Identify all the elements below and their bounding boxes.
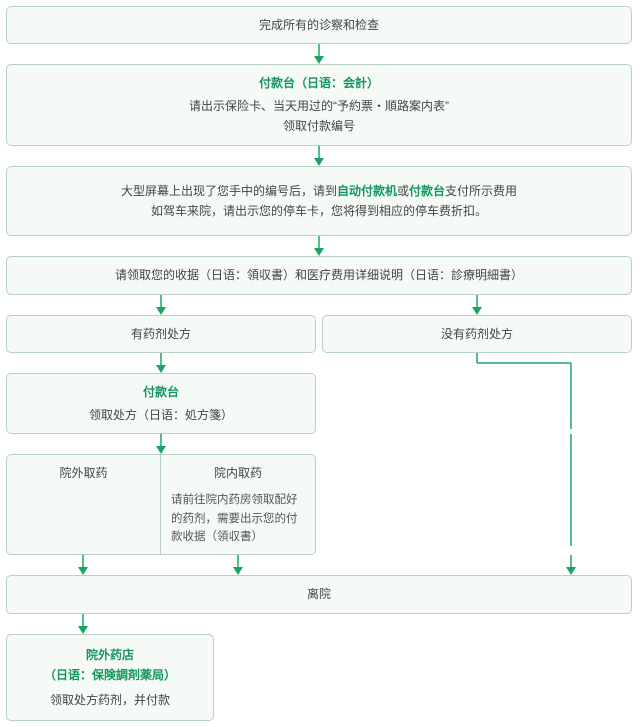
bypass-seg-2 bbox=[316, 454, 632, 546]
node-complete-exams: 完成所有的诊察和检查 bbox=[6, 6, 632, 44]
arrow-1-2 bbox=[6, 44, 632, 64]
node-pay-instruction: 大型屏幕上出现了您手中的编号后，请到自动付款机或付款台支付所示费用 如驾车来院，… bbox=[6, 166, 632, 237]
node-collect-receipt: 请领取您的收据（日语：領収書）和医疗费用详细说明（日语：診療明細書） bbox=[6, 256, 632, 294]
arrow-9-10 bbox=[6, 614, 632, 634]
line1: 领取处方药剂，并付款 bbox=[13, 690, 207, 710]
title: 付款台（日语：会計） bbox=[13, 73, 625, 93]
arrow-8-9 bbox=[6, 555, 632, 575]
line2: 如驾车来院，请出示您的停车卡，您将得到相应的停车费折扣。 bbox=[13, 201, 625, 221]
line1: 请出示保险卡、当天用过的“予約票・順路案内表” bbox=[13, 96, 625, 116]
outside-pharmacy: 院外取药 bbox=[7, 455, 161, 555]
title1: 院外药店 bbox=[13, 645, 207, 665]
arrow-2-3 bbox=[6, 146, 632, 166]
arrow-5-7-and-6-down bbox=[6, 353, 632, 373]
line1: 大型屏幕上出现了您手中的编号后，请到自动付款机或付款台支付所示费用 bbox=[13, 181, 625, 201]
node-leave-hospital: 离院 bbox=[6, 575, 632, 613]
title: 院外取药 bbox=[17, 463, 150, 483]
text: 没有药剂处方 bbox=[441, 327, 513, 341]
line1: 领取处方（日语：処方箋） bbox=[13, 405, 309, 425]
bypass-seg-1 bbox=[316, 373, 632, 429]
title: 付款台 bbox=[13, 382, 309, 402]
node-payment-counter-rx: 付款台 领取处方（日语：処方箋） bbox=[6, 373, 316, 434]
node-has-prescription: 有药剂处方 bbox=[6, 315, 316, 353]
arrow-3-4 bbox=[6, 236, 632, 256]
text: 离院 bbox=[307, 587, 331, 601]
text: 请领取您的收据（日语：領収書）和医疗费用详细说明（日语：診療明細書） bbox=[115, 268, 523, 282]
desc: 请前往院内药房领取配好的药剂，需要出示您的付款收据（領収書） bbox=[171, 491, 305, 546]
title: 院内取药 bbox=[171, 463, 305, 483]
text: 完成所有的诊察和检查 bbox=[259, 18, 379, 32]
node-no-prescription: 没有药剂处方 bbox=[322, 315, 632, 353]
node-pharmacy-choice: 院外取药 院内取药 请前往院内药房领取配好的药剂，需要出示您的付款收据（領収書） bbox=[6, 454, 316, 556]
node-outside-pharmacy-store: 院外药店 （日语：保険調剤薬局） 领取处方药剂，并付款 bbox=[6, 634, 214, 721]
arrow-4-split bbox=[6, 295, 632, 315]
text: 有药剂处方 bbox=[131, 327, 191, 341]
node-payment-counter: 付款台（日语：会計） 请出示保险卡、当天用过的“予約票・順路案内表” 领取付款编… bbox=[6, 64, 632, 145]
arrow-7-8 bbox=[6, 434, 632, 454]
line2: 领取付款编号 bbox=[13, 116, 625, 136]
inside-pharmacy: 院内取药 请前往院内药房领取配好的药剂，需要出示您的付款收据（領収書） bbox=[161, 455, 315, 555]
title2: （日语：保険調剤薬局） bbox=[13, 665, 207, 685]
